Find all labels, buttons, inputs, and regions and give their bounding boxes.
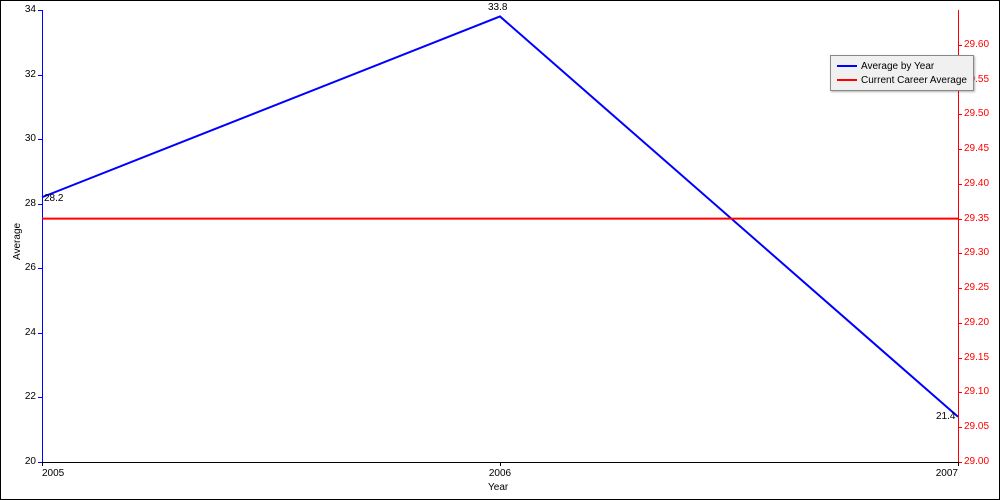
data-point-label: 28.2 bbox=[44, 193, 63, 204]
series-line bbox=[42, 16, 958, 416]
legend-label: Current Career Average bbox=[861, 75, 967, 86]
legend-swatch bbox=[837, 79, 857, 81]
data-point-label: 21.4 bbox=[936, 411, 955, 422]
data-point-label: 33.8 bbox=[488, 2, 507, 13]
legend: Average by Year Current Career Average bbox=[830, 55, 974, 91]
chart-container: 2022242628303234 29.0029.0529.1029.1529.… bbox=[0, 0, 1000, 500]
legend-item: Average by Year bbox=[837, 59, 967, 73]
legend-label: Average by Year bbox=[861, 61, 934, 72]
legend-item: Current Career Average bbox=[837, 73, 967, 87]
legend-swatch bbox=[837, 65, 857, 67]
